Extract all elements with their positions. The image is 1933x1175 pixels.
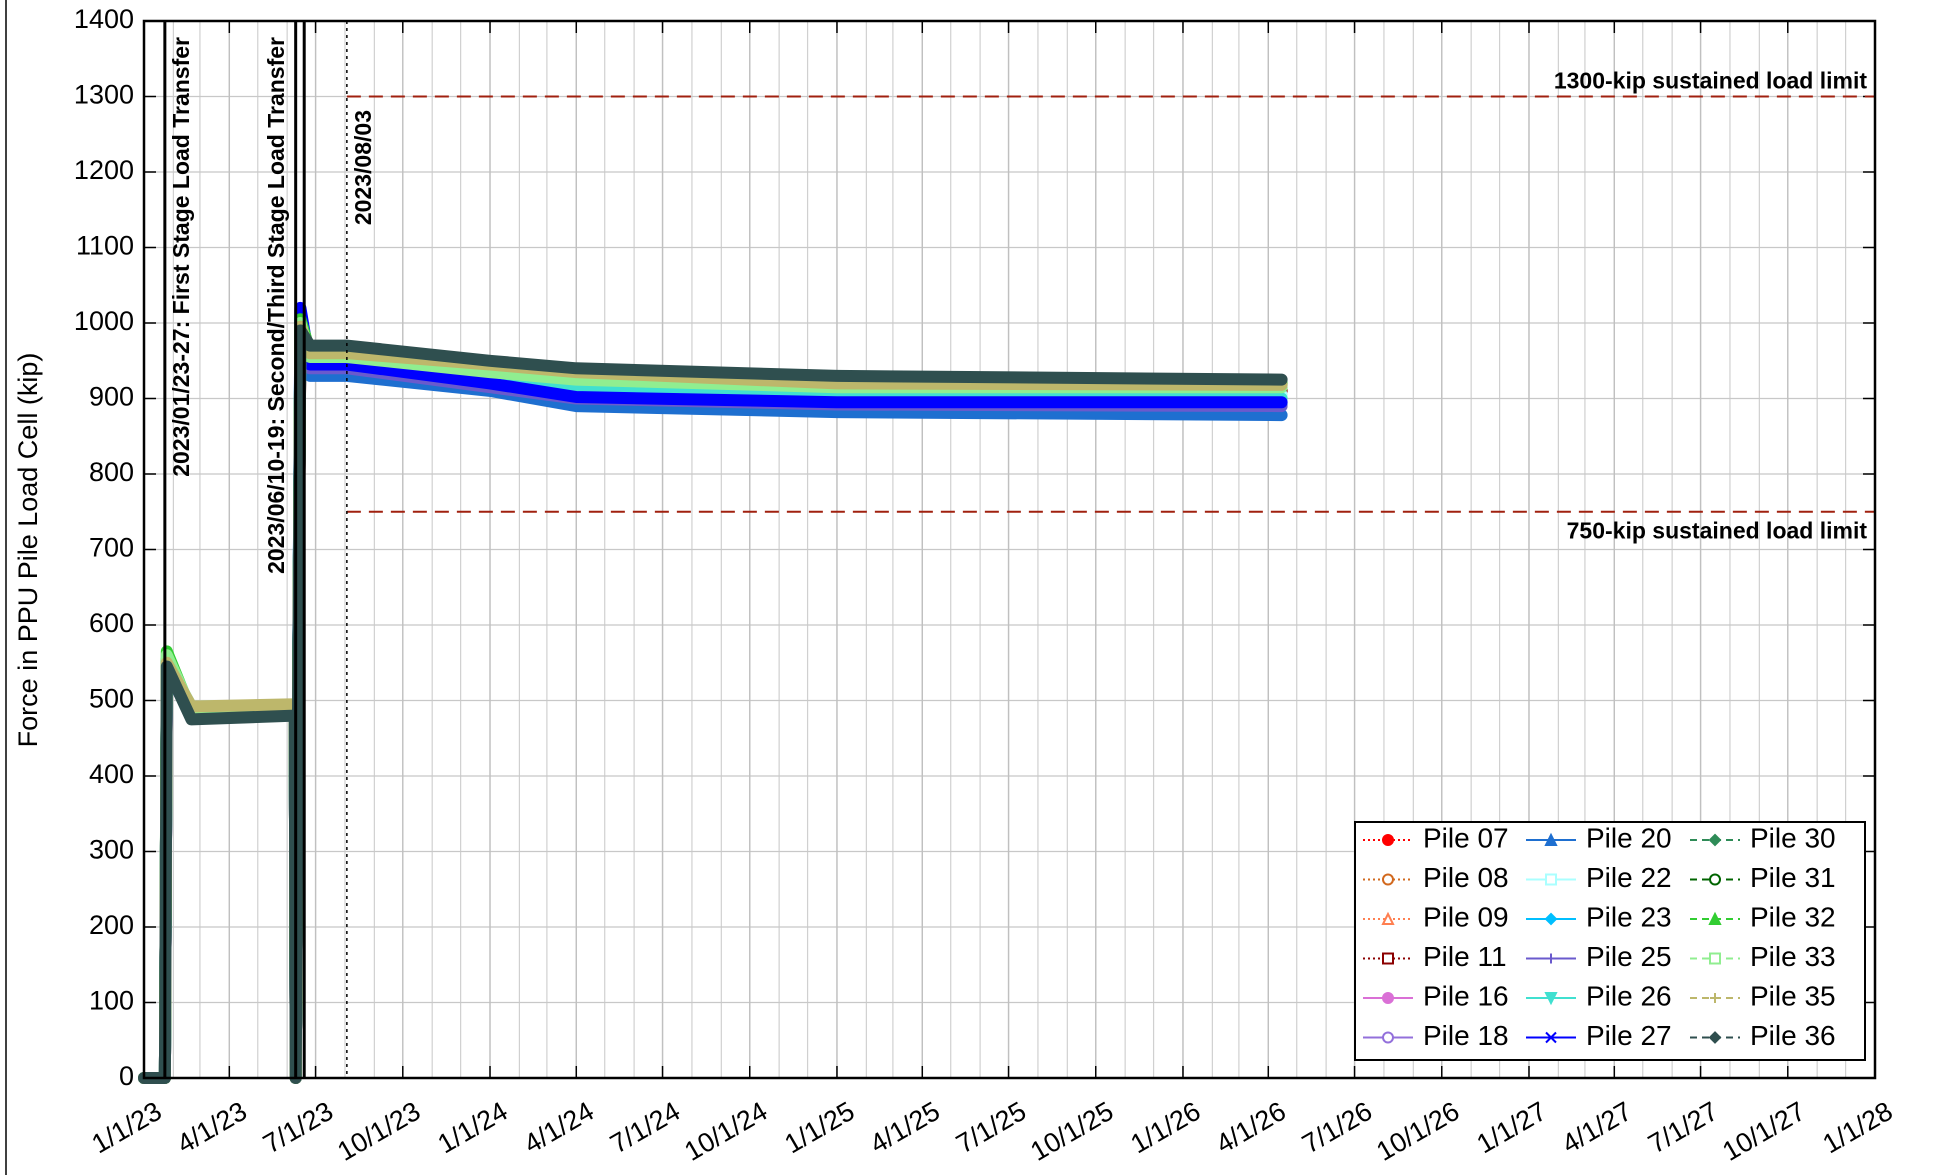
legend-label: Pile 25	[1586, 941, 1672, 972]
legend-item: Pile 30	[1690, 822, 1836, 853]
y-tick-label: 500	[89, 684, 134, 714]
y-axis-label: Force in PPU Pile Load Cell (kip)	[13, 353, 43, 748]
legend-marker	[1382, 873, 1394, 886]
y-tick-label: 1300	[74, 80, 134, 110]
legend-item: Pile 07	[1363, 822, 1509, 853]
y-tick-label: 1200	[74, 155, 134, 185]
legend-marker	[1544, 912, 1558, 926]
legend-label: Pile 36	[1750, 1020, 1836, 1051]
y-tick-label: 900	[89, 382, 134, 412]
series-line	[138, 324, 1288, 1084]
plot-frame	[142, 19, 1877, 1080]
legend-label: Pile 31	[1750, 862, 1836, 893]
legend-label: Pile 23	[1586, 901, 1672, 932]
legend-marker	[1545, 873, 1557, 886]
legend-marker	[1710, 993, 1720, 1003]
y-tick-label: 200	[89, 910, 134, 940]
y-tick-label: 700	[89, 533, 134, 563]
legend-label: Pile 09	[1423, 901, 1509, 932]
legend-label: Pile 30	[1750, 822, 1836, 853]
legend-marker	[1546, 953, 1556, 964]
legend-item: Pile 22	[1526, 862, 1672, 893]
legend-item: Pile 32	[1690, 901, 1836, 932]
reference-label: 750-kip sustained load limit	[1567, 518, 1868, 544]
legend-item: Pile 23	[1526, 901, 1672, 932]
legend-item: Pile 31	[1690, 862, 1836, 893]
legend-item: Pile 08	[1363, 862, 1509, 893]
legend-label: Pile 07	[1423, 822, 1509, 853]
legend-marker	[1382, 1031, 1394, 1044]
legend-marker	[1544, 832, 1558, 846]
legend-marker	[1382, 834, 1394, 846]
legend-marker	[1708, 833, 1722, 847]
legend-item: Pile 18	[1363, 1020, 1509, 1051]
annotation-label: 2023/06/10-19: Second/Third Stage Load T…	[263, 37, 289, 574]
legend-marker	[1545, 1031, 1557, 1044]
legend-item: Pile 27	[1526, 1020, 1672, 1051]
legend-marker	[1382, 952, 1394, 965]
y-tick-label: 800	[89, 457, 134, 487]
legend-marker	[1708, 911, 1722, 925]
reference-label: 1300-kip sustained load limit	[1554, 68, 1867, 94]
legend-item: Pile 09	[1363, 901, 1509, 932]
legend-item: Pile 36	[1690, 1020, 1836, 1051]
legend-marker	[1708, 1031, 1722, 1044]
legend-label: Pile 20	[1586, 822, 1672, 853]
y-tick-label: 400	[89, 759, 134, 789]
legend-item: Pile 11	[1363, 941, 1507, 972]
y-tick-label: 300	[89, 835, 134, 865]
legend-marker	[1381, 911, 1395, 925]
legend-label: Pile 27	[1586, 1020, 1672, 1051]
legend-label: Pile 08	[1423, 862, 1509, 893]
legend-label: Pile 26	[1586, 980, 1672, 1011]
legend-label: Pile 22	[1586, 862, 1672, 893]
legend-item: Pile 35	[1690, 980, 1836, 1011]
y-tick-label: 0	[119, 1061, 134, 1091]
legend-item: Pile 26	[1526, 980, 1672, 1011]
legend-item: Pile 20	[1526, 822, 1672, 853]
legend-label: Pile 11	[1423, 941, 1507, 972]
annotation-label: 2023/08/03	[350, 110, 376, 225]
y-tick-label: 1000	[74, 306, 134, 336]
legend-label: Pile 18	[1423, 1020, 1509, 1051]
legend-label: Pile 32	[1750, 901, 1836, 932]
legend-marker	[1544, 992, 1558, 1006]
legend-marker	[1709, 873, 1721, 886]
legend-label: Pile 16	[1423, 980, 1509, 1011]
legend-item: Pile 33	[1690, 941, 1836, 972]
legend-box	[1354, 821, 1866, 1061]
legend-item: Pile 16	[1363, 980, 1509, 1011]
y-tick-label: 1100	[76, 231, 134, 261]
legend-label: Pile 35	[1750, 980, 1836, 1011]
legend-item: Pile 25	[1526, 941, 1672, 972]
legend-marker	[1709, 952, 1721, 965]
y-tick-label: 1400	[74, 4, 134, 34]
y-tick-label: 600	[89, 608, 134, 638]
legend-marker	[1382, 992, 1394, 1004]
y-tick-label: 100	[89, 986, 134, 1016]
legend-label: Pile 33	[1750, 941, 1836, 972]
annotation-label: 2023/01/23-27: First Stage Load Transfer	[168, 37, 194, 477]
